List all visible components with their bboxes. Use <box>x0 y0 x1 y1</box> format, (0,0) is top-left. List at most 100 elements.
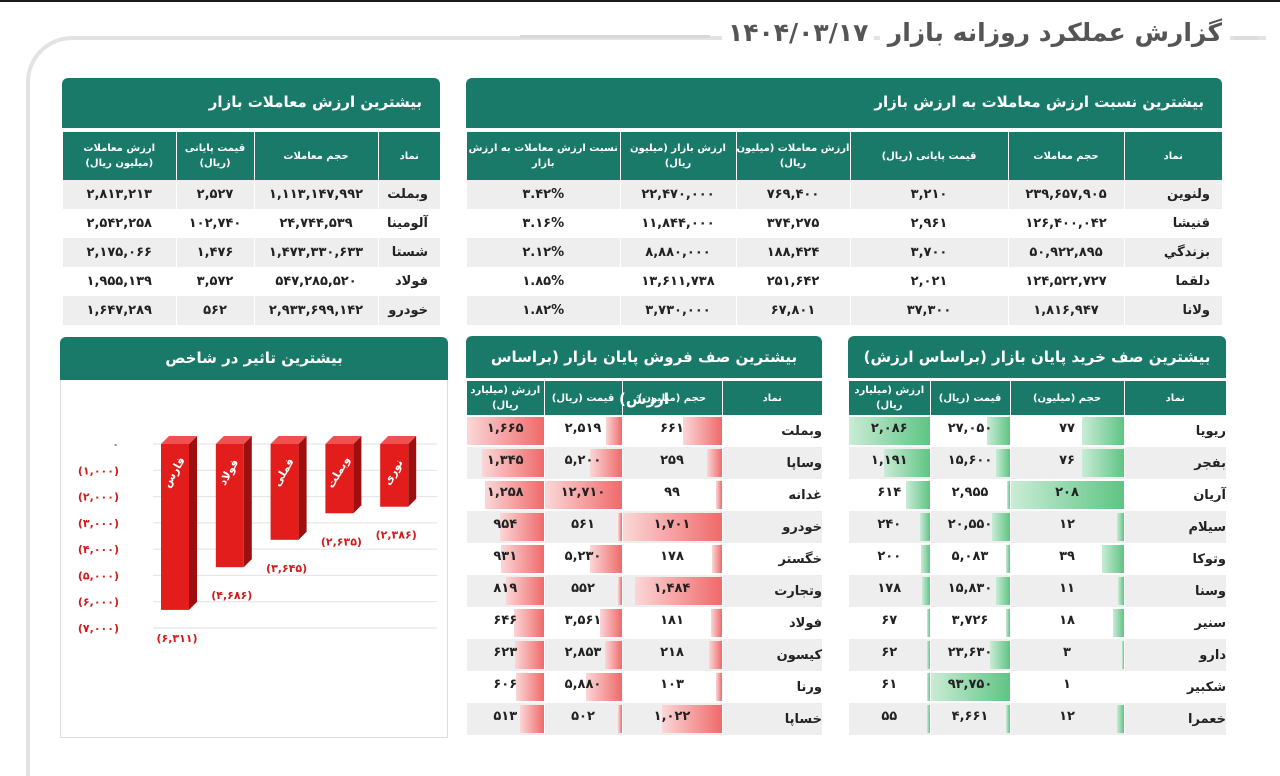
value-bar <box>927 641 930 669</box>
value-cell: ۶۷,۸۰۱ <box>735 296 850 325</box>
bar-0 <box>161 444 189 610</box>
cell-value: ۱۷۸ <box>877 581 902 596</box>
table-row: آریان ۲۰۸ ۲,۹۵۵ ۶۱۴ <box>848 479 1226 511</box>
value-bar <box>1116 705 1124 733</box>
bar-cell: ۱۵,۸۳۰ <box>929 575 1010 607</box>
bar-cell: ۵۰۲ <box>543 703 622 735</box>
bar-cell: ۱۸۱ <box>621 607 722 639</box>
cell-value: ۵,۸۸۰ <box>564 677 602 692</box>
col-header: ارزش (میلیارد ریال) <box>466 381 544 415</box>
panel-top-value: بیشترین ارزش معاملات بازار نماد حجم معام… <box>62 78 440 325</box>
value-bar <box>481 449 544 477</box>
value-bar <box>622 513 722 541</box>
cell-value: ۲,۵۱۹ <box>564 421 602 436</box>
col-header: حجم (میلیون) <box>1009 381 1124 415</box>
value-label: (۶,۳۱۱) <box>156 632 197 645</box>
bar-cell: ۱,۷۰۱ <box>621 511 722 543</box>
col-header: قیمت پایانی (ریال) <box>849 132 1008 180</box>
value-bar <box>1081 449 1124 477</box>
value-cell: ۱۳,۶۱۱,۷۳۸ <box>619 267 736 296</box>
value-bar <box>883 449 930 477</box>
cell-value: ۲۷,۰۵۰ <box>947 421 993 436</box>
symbol-cell: قنیشا <box>1123 209 1222 238</box>
value-label: (۴,۶۸۶) <box>211 589 252 602</box>
symbol-cell: ولنوین <box>1123 180 1222 209</box>
col-header: حجم معاملات <box>1007 132 1124 180</box>
table-row: سیلام ۱۲ ۲۰,۵۵۰ ۲۴۰ <box>848 511 1226 543</box>
value-cell: ۱.۸۵% <box>466 267 620 296</box>
bar-cell: ۶۶۱ <box>621 415 722 447</box>
symbol-cell: خعمرا <box>1123 703 1226 735</box>
value-bar <box>996 449 1010 477</box>
col-header: ارزش معاملات (میلیون ریال) <box>62 132 176 180</box>
bar-side <box>408 436 417 507</box>
value-cell: ۱.۸۲% <box>466 296 620 325</box>
bar-top <box>380 436 417 444</box>
value-cell: ۳۷۴,۲۷۵ <box>735 209 850 238</box>
symbol-cell: ورنا <box>721 671 822 703</box>
value-bar <box>618 577 622 605</box>
value-bar <box>506 577 544 605</box>
table-row: وبملت ۱,۱۱۳,۱۴۷,۹۹۲ ۲,۵۲۷ ۲,۸۱۳,۲۱۳ <box>62 180 440 209</box>
bar-cell: ۴,۶۶۱ <box>929 703 1010 735</box>
value-bar <box>500 545 544 573</box>
bar-cell: ۵,۲۰۰ <box>543 447 622 479</box>
value-bar <box>618 513 622 541</box>
col-header: قیمت (ریال) <box>543 381 622 415</box>
table-row: خودرو ۲,۹۳۳,۶۹۹,۱۴۲ ۵۶۲ ۱,۶۴۷,۲۸۹ <box>62 296 440 325</box>
value-bar <box>682 417 722 445</box>
cell-value: ۳ <box>1063 645 1071 660</box>
bar-cell: ۹۳۱ <box>466 543 544 575</box>
cell-value: ۲۰۸ <box>1055 485 1079 500</box>
cell-value: ۷۷ <box>1059 421 1075 436</box>
value-bar <box>599 609 622 637</box>
col-header: نماد <box>377 132 440 180</box>
value-bar <box>927 673 930 701</box>
value-bar <box>467 417 544 445</box>
cell-value: ۵۶۱ <box>571 517 595 532</box>
value-cell: ۲,۰۲۱ <box>849 267 1008 296</box>
bar-cell: ۱۷۸ <box>621 543 722 575</box>
value-cell: ۲۵۱,۶۴۲ <box>735 267 850 296</box>
value-bar <box>986 417 1010 445</box>
bar-cell: ۹۳,۷۵۰ <box>929 671 1010 703</box>
value-cell: ۵۰,۹۲۲,۸۹۵ <box>1007 238 1124 267</box>
cell-value: ۷۶ <box>1059 453 1075 468</box>
cell-value: ۲۰۰ <box>877 549 902 564</box>
bar-side <box>189 436 197 610</box>
table-row: خساپا ۱,۰۲۲ ۵۰۲ ۵۱۳ <box>466 703 822 735</box>
value-bar <box>922 577 930 605</box>
table-row: بفجر ۷۶ ۱۵,۶۰۰ ۱,۱۹۱ <box>848 447 1226 479</box>
table-top-ratio: نماد حجم معاملات قیمت پایانی (ریال) ارزش… <box>466 132 1222 325</box>
y-tick-label: (۷,۰۰۰) <box>78 622 119 635</box>
bar-cell: ۵۶۱ <box>543 511 622 543</box>
value-cell: ۱,۴۷۶ <box>175 238 254 267</box>
value-cell: ۲,۱۷۵,۰۶۶ <box>62 238 176 267</box>
bar-cell: ۱۲ <box>1009 703 1124 735</box>
value-cell: ۱۲۶,۴۰۰,۰۴۲ <box>1007 209 1124 238</box>
panel-buy-queue-title: بیشترین صف خرید پایان بازار (براساس ارزش… <box>848 336 1226 378</box>
value-bar <box>1006 609 1010 637</box>
table-row: خعمرا ۱۲ ۴,۶۶۱ ۵۵ <box>848 703 1226 735</box>
value-label: (۲,۶۳۵) <box>321 535 362 548</box>
value-cell: ۳۷,۳۰۰ <box>849 296 1008 325</box>
table-row: وتجارت ۱,۴۸۴ ۵۵۲ ۸۱۹ <box>466 575 822 607</box>
cell-value: ۶۱ <box>881 677 898 692</box>
col-header: حجم (میلیون) <box>621 381 722 415</box>
value-cell: ۳,۵۷۲ <box>175 267 254 296</box>
cell-value: ۱۲ <box>1059 709 1075 724</box>
value-cell: ۳,۷۰۰ <box>849 238 1008 267</box>
col-header: نماد <box>1123 132 1222 180</box>
cell-value: ۴,۶۶۱ <box>951 709 989 724</box>
cell-value: ۱,۲۵۸ <box>486 485 524 500</box>
cell-value: ۱۱ <box>1059 581 1075 596</box>
y-tick-label: (۳,۰۰۰) <box>78 517 119 530</box>
cell-value: ۹۳,۷۵۰ <box>947 677 993 692</box>
symbol-cell: بفجر <box>1123 447 1226 479</box>
bar-cell: ۱۷۸ <box>848 575 930 607</box>
bar-cell: ۱,۴۸۴ <box>621 575 722 607</box>
bar-cell: ۲,۰۸۶ <box>848 415 930 447</box>
cell-value: ۵۵۲ <box>571 581 595 596</box>
panel-top-value-title: بیشترین ارزش معاملات بازار <box>62 78 440 128</box>
value-bar <box>519 705 544 733</box>
